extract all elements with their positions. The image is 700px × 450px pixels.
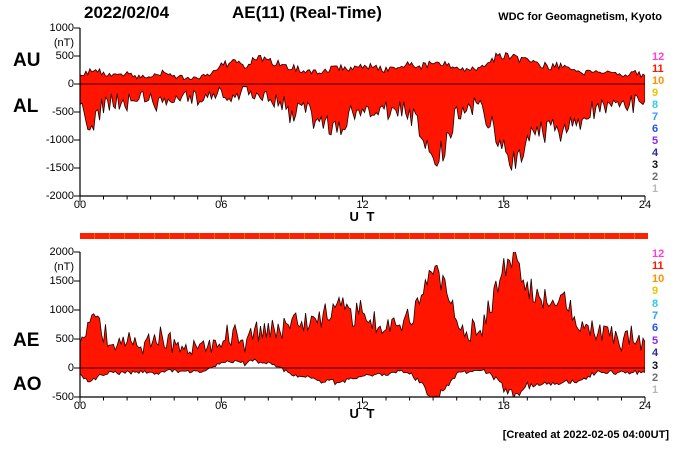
station-count-6: 6 [652, 123, 659, 135]
unit-label-bottom: (nT) [53, 261, 74, 273]
station-count-7: 7 [652, 310, 659, 322]
al-axis-label: AL [13, 96, 39, 117]
y-tick-label: 500 [55, 50, 74, 62]
x-tick-label: 12 [356, 199, 369, 211]
ut-axis-label-bottom: U T [349, 406, 377, 421]
x-tick-label: 24 [638, 199, 652, 211]
station-count-2: 2 [652, 171, 659, 183]
y-tick-label: 2000 [49, 246, 74, 258]
y-tick-label: 1000 [49, 22, 74, 34]
unit-label-top: (nT) [53, 37, 74, 49]
created-label: [Created at 2022-02-05 04:00UT] [502, 429, 669, 441]
y-tick-label: -1500 [45, 162, 74, 174]
y-tick-label: -500 [51, 391, 74, 403]
y-tick-label: -1000 [45, 134, 74, 146]
date-label: 2022/02/04 [84, 3, 170, 22]
source-label: WDC for Geomagnetism, Kyoto [498, 11, 662, 23]
station-count-4: 4 [652, 347, 659, 360]
station-count-2: 2 [652, 372, 659, 384]
y-tick-label: 0 [67, 78, 74, 90]
page-title: AE(11) (Real-Time) [232, 3, 382, 22]
station-count-3: 3 [652, 159, 659, 171]
station-count-6: 6 [652, 322, 659, 335]
y-tick-label: -500 [51, 106, 74, 118]
station-count-10: 10 [652, 272, 665, 285]
x-tick-label: 12 [356, 400, 369, 412]
station-count-5: 5 [652, 135, 659, 147]
station-count-9: 9 [652, 285, 659, 298]
station-count-11: 11 [652, 260, 664, 273]
x-tick-label: 18 [497, 400, 510, 412]
y-tick-label: 1500 [49, 275, 74, 287]
y-tick-label: -2000 [45, 190, 74, 202]
station-count-7: 7 [652, 111, 659, 123]
station-count-8: 8 [652, 297, 659, 310]
y-tick-label: 0 [67, 362, 74, 374]
station-count-4: 4 [652, 147, 659, 159]
station-count-10: 10 [652, 75, 665, 87]
y-tick-label: 500 [55, 333, 74, 345]
x-tick-label: 06 [215, 199, 228, 211]
y-tick-label: 1000 [49, 304, 74, 316]
ae-ao-area [80, 252, 645, 397]
station-count-8: 8 [652, 99, 659, 111]
x-tick-label: 00 [73, 199, 87, 211]
au-axis-label: AU [13, 50, 41, 71]
station-availability-bar [80, 233, 648, 239]
x-tick-label: 18 [497, 199, 510, 211]
station-count-12: 12 [652, 248, 665, 260]
x-tick-label: 24 [638, 400, 652, 412]
ut-axis-label-top: U T [349, 209, 377, 224]
station-count-9: 9 [652, 87, 659, 99]
station-count-5: 5 [652, 334, 659, 347]
station-count-1: 1 [652, 384, 659, 397]
station-count-12: 12 [652, 51, 665, 63]
station-count-1: 1 [652, 183, 659, 195]
station-count-3: 3 [652, 359, 659, 372]
x-tick-label: 06 [215, 400, 228, 412]
au-al-area [80, 52, 645, 171]
station-count-11: 11 [652, 63, 664, 75]
x-tick-label: 00 [73, 400, 87, 412]
ao-axis-label: AO [13, 374, 42, 395]
ae-axis-label: AE [13, 330, 40, 351]
